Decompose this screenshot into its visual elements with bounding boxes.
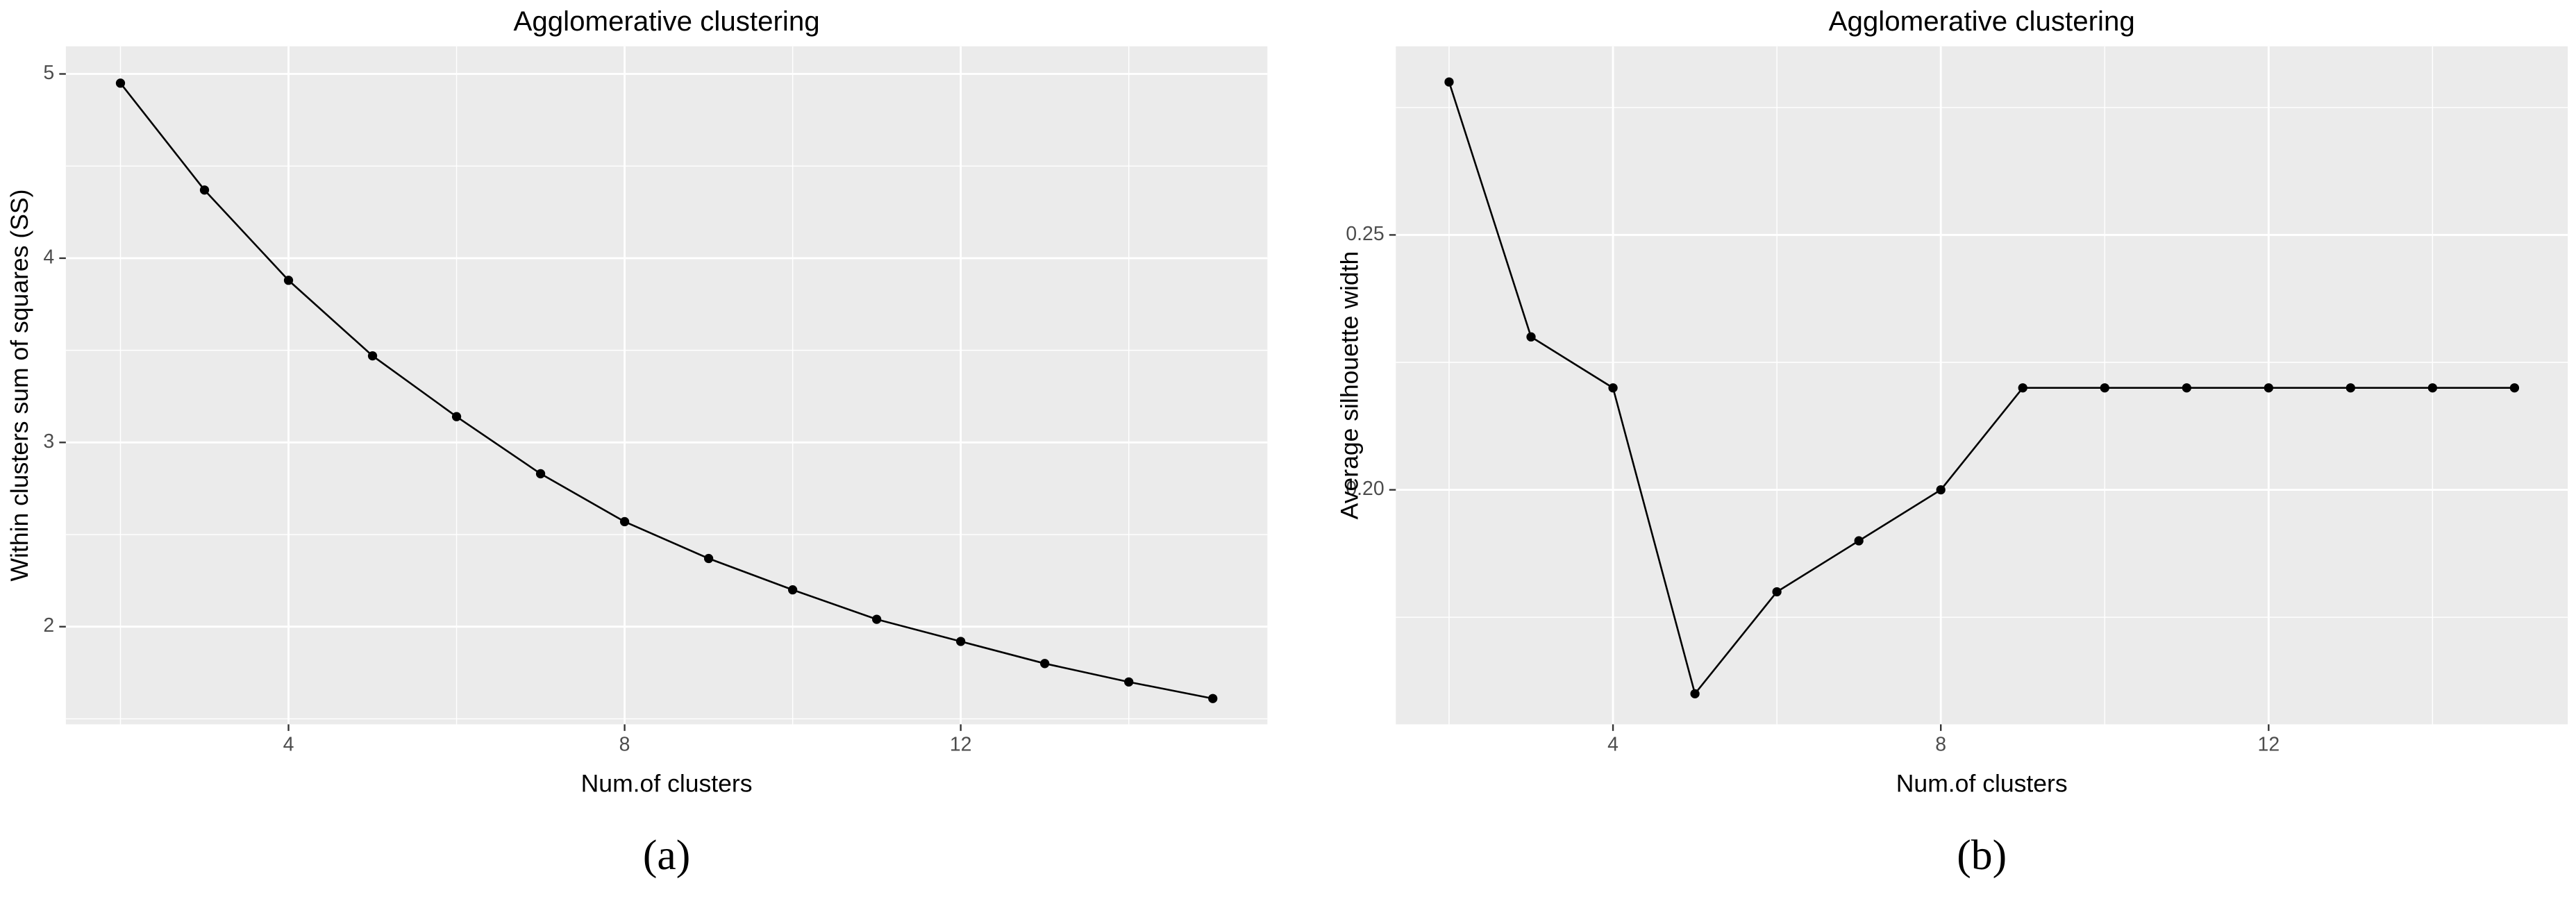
data-point [1526, 332, 1536, 342]
data-point [2509, 383, 2520, 393]
panel-caption: (b) [1957, 832, 2007, 879]
panel-caption: (a) [643, 832, 690, 879]
y-axis-title: Average silhouette width [1336, 251, 1364, 520]
y-tick-label: 2 [43, 614, 54, 637]
data-point [872, 614, 882, 624]
data-point [2427, 383, 2438, 393]
x-axis-title: Num.of clusters [581, 769, 753, 797]
data-point [2345, 383, 2355, 393]
y-axis-title: Within clusters sum of squares (SS) [6, 190, 33, 582]
data-point [1444, 77, 1454, 87]
x-axis-title: Num.of clusters [1896, 769, 2068, 797]
data-point [535, 469, 546, 479]
data-point [1124, 677, 1134, 687]
y-tick-label: 5 [43, 62, 54, 84]
chart-title: Agglomerative clustering [1829, 6, 2135, 37]
data-line [119, 82, 1213, 700]
y-tick-label: 3 [43, 430, 54, 453]
data-point [1936, 485, 1946, 495]
data-point [1040, 659, 1050, 669]
x-tick-label: 12 [950, 734, 972, 756]
data-point [619, 516, 630, 527]
data-point [1690, 689, 1700, 698]
x-tick-label: 8 [1935, 734, 1946, 756]
data-point [1608, 383, 1618, 393]
data-point [2182, 383, 2191, 393]
y-tick-label: 0.25 [1346, 223, 1384, 245]
data-line [1448, 81, 2515, 696]
x-tick-label: 4 [1607, 734, 1619, 756]
data-point [283, 276, 294, 285]
data-point [2100, 383, 2109, 393]
data-point [703, 553, 714, 564]
data-point [1208, 694, 1218, 703]
data-point [2018, 383, 2027, 393]
data-point [115, 78, 126, 88]
x-tick-label: 12 [2258, 734, 2280, 756]
y-tick-label: 0.20 [1346, 478, 1384, 500]
plot-panel [1396, 46, 2568, 725]
x-tick-label: 4 [283, 734, 294, 756]
data-point [367, 351, 378, 361]
data-point [956, 637, 966, 646]
plot-panel [65, 46, 1268, 725]
x-tick-label: 8 [619, 734, 630, 756]
chart-title: Agglomerative clustering [513, 6, 819, 37]
data-point [199, 185, 210, 195]
data-point [1854, 536, 1864, 546]
data-point [787, 585, 798, 595]
y-tick-label: 4 [43, 246, 54, 268]
data-point [451, 412, 462, 421]
data-point [2264, 383, 2273, 393]
data-point [1772, 587, 1782, 597]
